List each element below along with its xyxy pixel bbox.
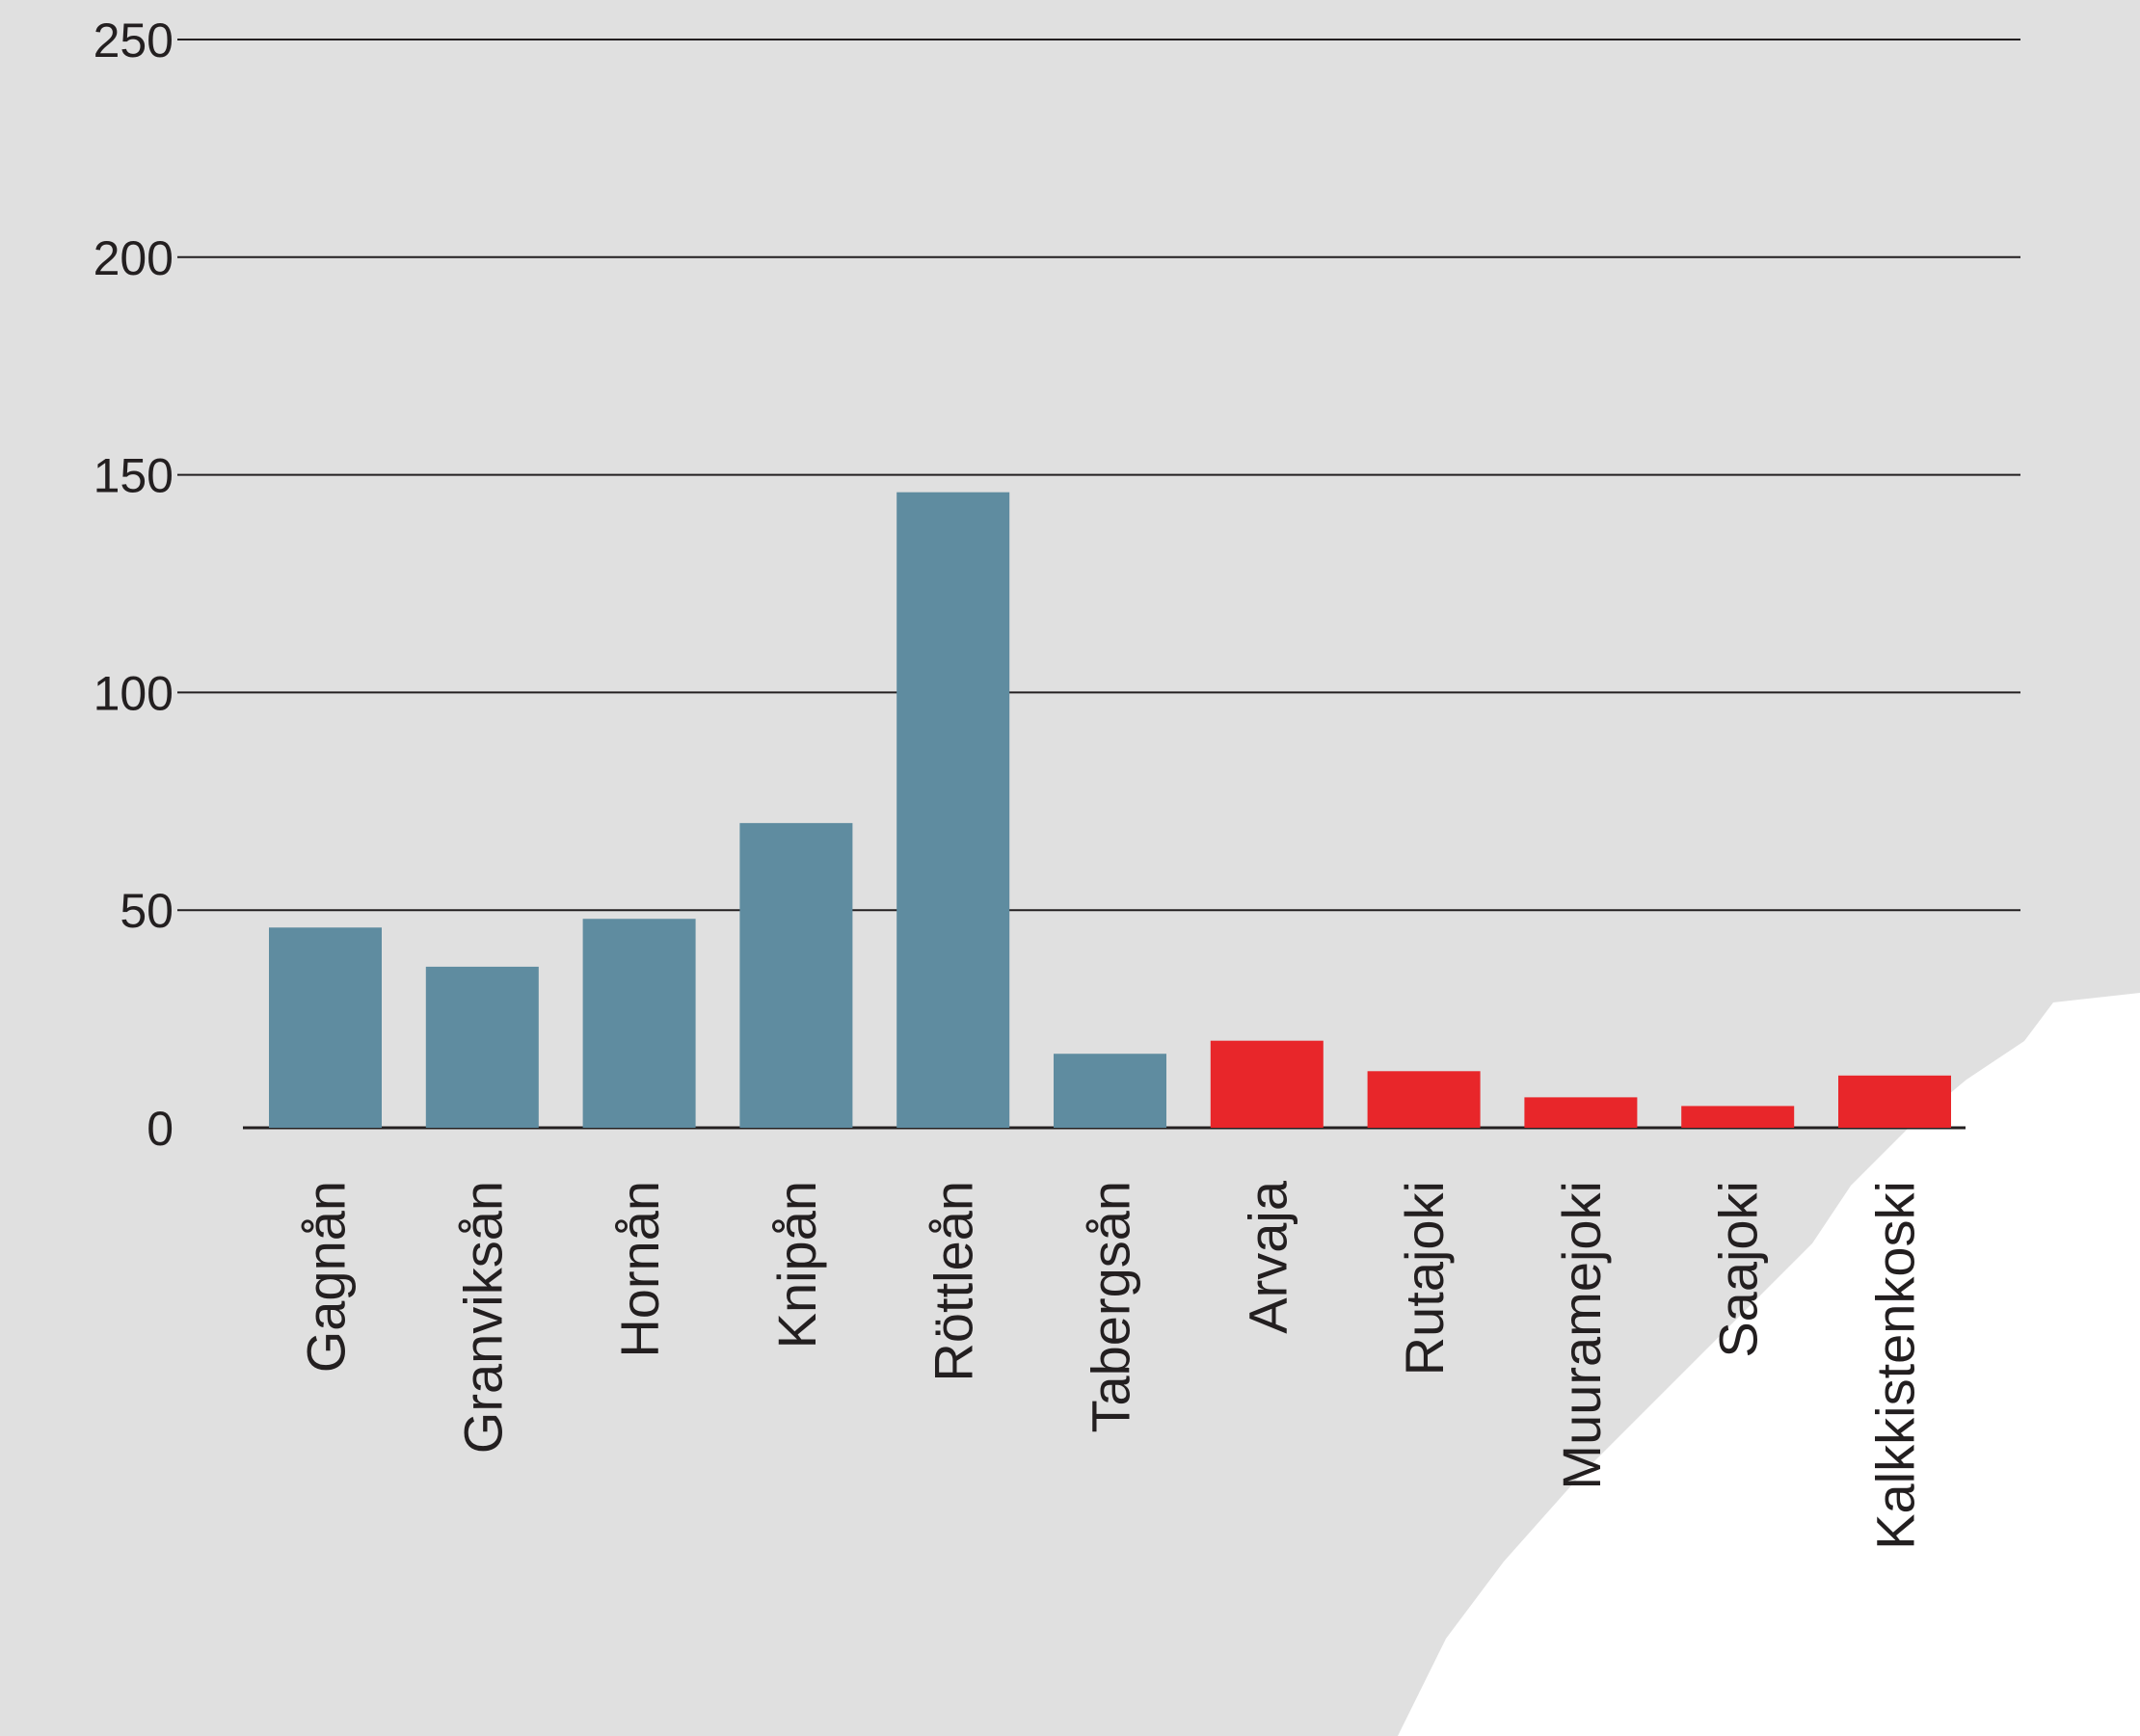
y-tick-label: 250 [94, 13, 174, 67]
x-tick-label: Saajoki [1708, 1181, 1769, 1358]
x-tick-label: Rutajoki [1394, 1181, 1455, 1375]
bar-saajoki [1681, 1106, 1795, 1128]
y-tick-label: 200 [94, 231, 174, 285]
x-tick-label: Kalkkistenkoski [1865, 1181, 1926, 1550]
bar-gagnån [269, 927, 382, 1128]
y-tick-label: 0 [147, 1102, 174, 1156]
bar-granviksån [425, 966, 539, 1128]
bar-röttleån [896, 492, 1010, 1128]
x-tick-label: Arvaja [1237, 1180, 1297, 1334]
bar-kalkkistenkoski [1838, 1075, 1951, 1128]
y-tick-label: 50 [120, 884, 174, 938]
bar-rutajoki [1367, 1071, 1481, 1128]
background-sea [1398, 993, 2140, 1736]
x-tick-label: Muuramejoki [1551, 1181, 1612, 1490]
x-tick-label: Granviksån [452, 1181, 513, 1454]
bar-arvaja [1210, 1040, 1324, 1128]
bar-muuramejoki [1524, 1097, 1638, 1128]
bar-knipån [739, 822, 853, 1128]
x-tick-label: Hornån [609, 1181, 670, 1358]
bar-hornån [582, 919, 696, 1128]
y-tick-label: 100 [94, 666, 174, 720]
x-tick-label: Knipån [766, 1181, 827, 1349]
x-tick-label: Tabergsån [1081, 1181, 1141, 1433]
y-tick-label: 150 [94, 449, 174, 503]
x-tick-label: Röttleån [923, 1181, 984, 1382]
bar-tabergsån [1054, 1054, 1166, 1128]
x-tick-label: Gagnån [296, 1181, 357, 1373]
